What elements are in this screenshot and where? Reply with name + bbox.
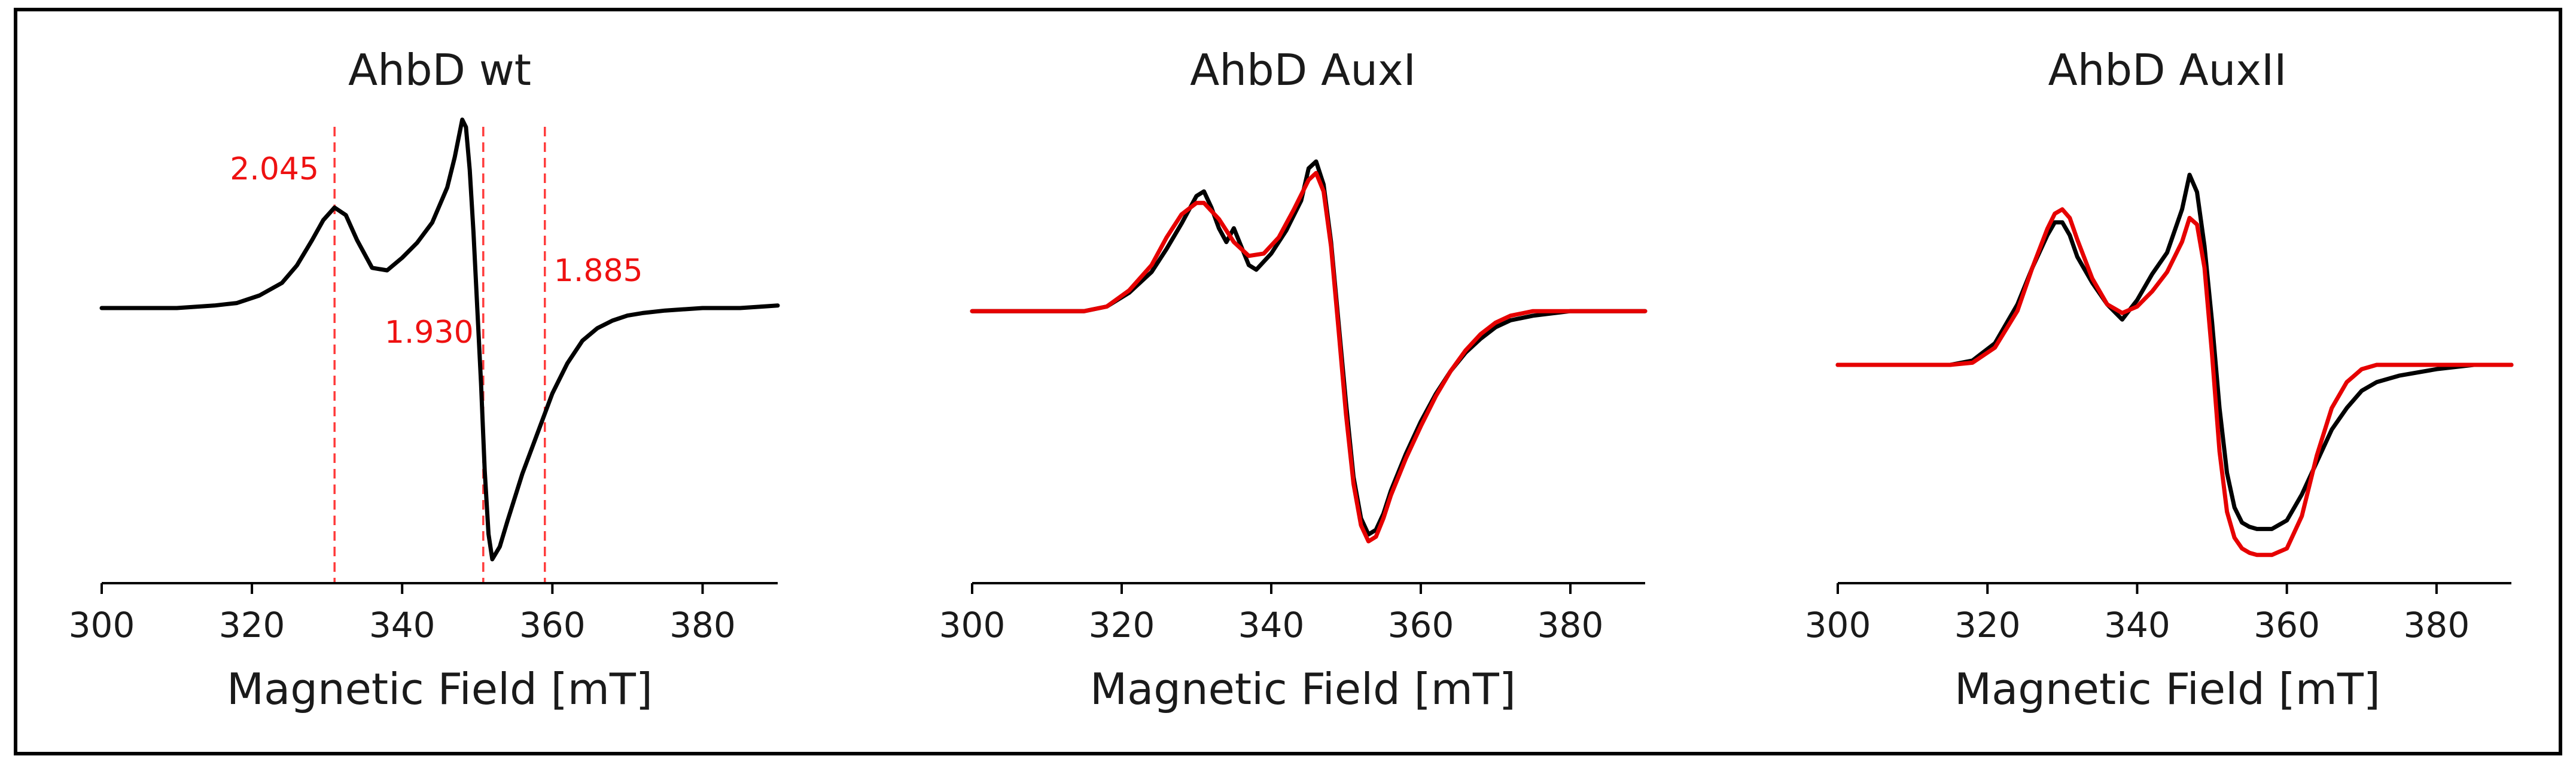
panel-title: AhbD AuxII xyxy=(2048,45,2287,95)
x-tick-label: 300 xyxy=(1805,605,1871,645)
x-tick-label: 340 xyxy=(369,605,436,645)
x-tick-label: 300 xyxy=(69,605,135,645)
x-tick-label: 320 xyxy=(1954,605,2021,645)
panel-title: AhbD AuxI xyxy=(1190,45,1416,95)
x-axis-title: Magnetic Field [mT] xyxy=(1090,664,1516,714)
g-value-label: 1.885 xyxy=(554,253,643,289)
x-axis-title: Magnetic Field [mT] xyxy=(227,664,653,714)
x-tick-label: 380 xyxy=(1537,605,1604,645)
experimental-spectrum-line xyxy=(99,117,780,562)
x-axis: 300 320 340 360 380 xyxy=(939,582,1645,645)
x-tick-label: 340 xyxy=(2104,605,2170,645)
panel-title: AhbD wt xyxy=(348,45,531,95)
experimental-spectrum-line xyxy=(970,159,1648,537)
x-axis: 300 320 340 360 380 xyxy=(1805,582,2511,645)
x-axis: 300 320 340 360 380 xyxy=(69,582,778,645)
spectrum-traces xyxy=(1835,172,2514,557)
x-tick-label: 300 xyxy=(939,605,1006,645)
simulated-spectrum-line xyxy=(1835,207,2514,557)
x-tick-label: 380 xyxy=(669,605,736,645)
g-value-label: 1.930 xyxy=(385,315,474,351)
simulated-spectrum-line xyxy=(970,170,1648,544)
x-tick-label: 360 xyxy=(519,605,586,645)
x-tick-label: 320 xyxy=(1089,605,1155,645)
x-tick-label: 320 xyxy=(219,605,285,645)
x-tick-label: 340 xyxy=(1238,605,1305,645)
x-tick-label: 380 xyxy=(2404,605,2470,645)
spectrum-traces xyxy=(99,117,780,562)
g-value-label: 2.045 xyxy=(230,151,319,187)
g-value-annotations: 2.045 1.930 1.885 xyxy=(230,127,643,583)
spectrum-traces xyxy=(970,159,1648,544)
figure-frame xyxy=(14,8,2562,755)
x-tick-label: 360 xyxy=(2254,605,2320,645)
x-axis-title: Magnetic Field [mT] xyxy=(1954,664,2380,714)
panel-ahbd-auxii: AhbD AuxII 300 320 340 360 380 Magnetic Fiel… xyxy=(1805,45,2514,714)
panel-ahbd-auxi: AhbD AuxI 300 320 340 360 380 Magnetic Field… xyxy=(939,45,1648,714)
experimental-spectrum-line xyxy=(1835,172,2514,531)
x-tick-label: 360 xyxy=(1388,605,1454,645)
